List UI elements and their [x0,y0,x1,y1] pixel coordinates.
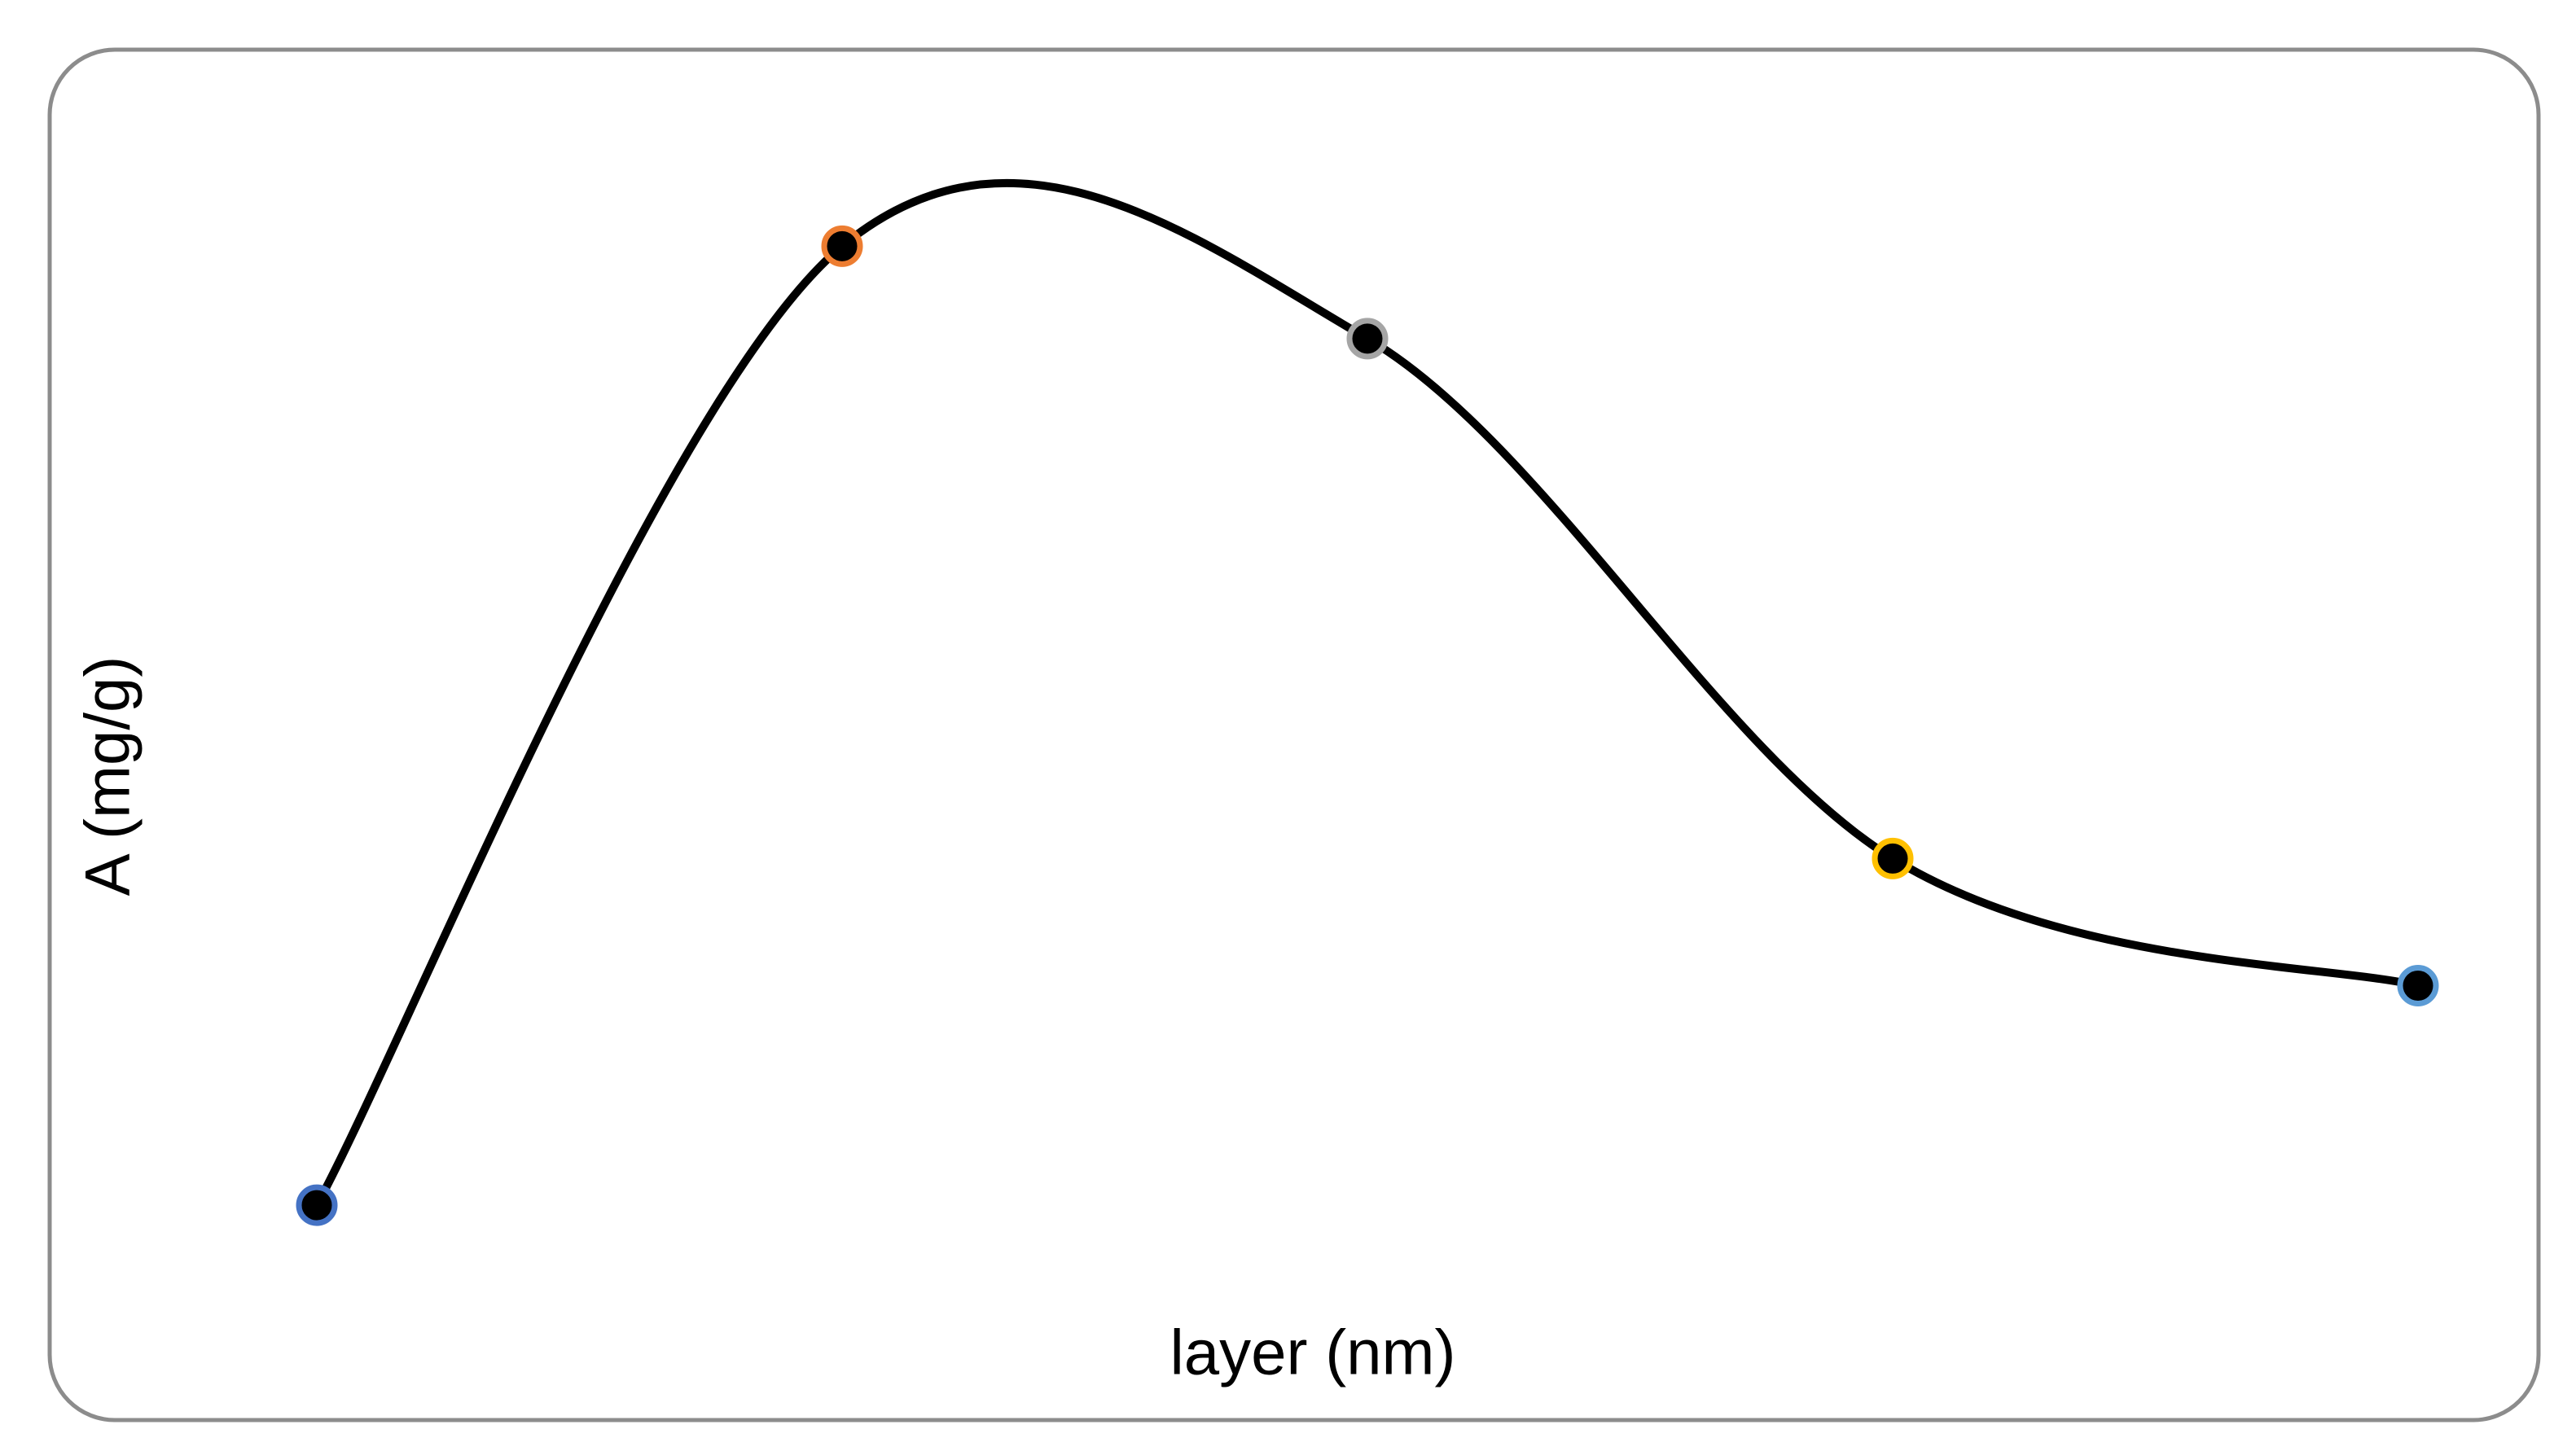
y-axis-label: A (mg/g) [72,656,143,896]
marker [821,225,863,267]
chart-frame [47,47,2541,1423]
line [313,178,2422,1210]
marker [1872,837,1914,879]
x-axis-label: layer (nm) [1170,1317,1455,1388]
marker [2397,964,2439,1006]
marker [296,1184,338,1226]
marker [1346,318,1389,360]
